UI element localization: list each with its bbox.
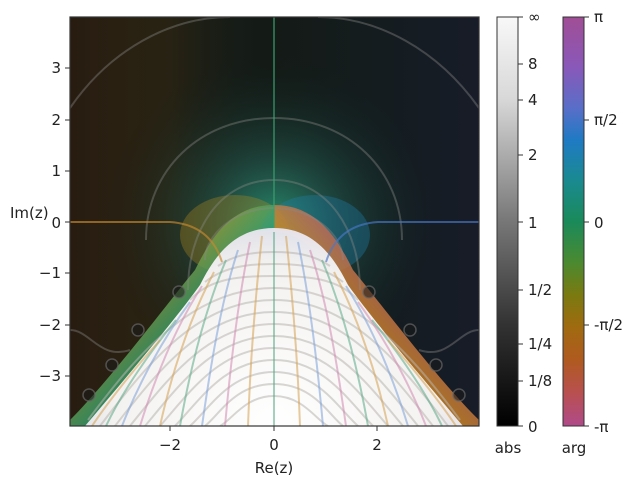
abs-tick-label: 1/8 bbox=[528, 372, 552, 390]
colorbar-arg-gradient bbox=[562, 16, 585, 427]
phase-line-right bbox=[325, 221, 479, 263]
x-axis-label: Re(z) bbox=[255, 459, 294, 477]
singularities bbox=[82, 285, 466, 402]
y-tick: −1 bbox=[39, 264, 70, 282]
x-tick: −2 bbox=[159, 426, 181, 454]
arg-tick-label: π bbox=[594, 8, 603, 26]
y-tick-label: 0 bbox=[51, 214, 61, 232]
abs-tick-label: 4 bbox=[528, 91, 538, 109]
colorbar-arg-label: arg bbox=[562, 439, 587, 457]
y-tick: −3 bbox=[39, 367, 70, 385]
x-tick-label: 0 bbox=[269, 436, 279, 454]
x-axis: −2 0 2 Re(z) bbox=[159, 426, 382, 477]
colorbar-abs-ticks: ∞ 8 4 2 1 1/2 1/4 1/8 0 bbox=[518, 8, 552, 436]
y-tick: 3 bbox=[51, 59, 70, 77]
y-tick: 2 bbox=[51, 111, 70, 129]
abs-tick-label: 1/4 bbox=[528, 335, 552, 353]
y-tick-label: 1 bbox=[51, 162, 61, 180]
y-tick-label: −1 bbox=[39, 264, 61, 282]
abs-tick-label: 2 bbox=[528, 146, 538, 164]
arg-tick-label: -π bbox=[594, 418, 608, 436]
y-tick-label: 2 bbox=[51, 111, 61, 129]
colorbar-abs-label: abs bbox=[495, 439, 522, 457]
plot-area bbox=[70, 17, 479, 426]
x-tick: 2 bbox=[372, 426, 382, 454]
phase-contours bbox=[91, 232, 457, 426]
x-tick-label: −2 bbox=[159, 436, 181, 454]
abs-tick-label: ∞ bbox=[528, 8, 541, 26]
arg-tick-label: 0 bbox=[594, 214, 604, 232]
x-tick-label: 2 bbox=[372, 436, 382, 454]
y-axis: 3 2 1 0 −1 −2 −3 Im(z) bbox=[10, 59, 70, 385]
x-tick: 0 bbox=[269, 426, 279, 454]
y-axis-label: Im(z) bbox=[10, 204, 49, 222]
y-tick-label: 3 bbox=[51, 59, 61, 77]
colorbar-abs: ∞ 8 4 2 1 1/2 1/4 1/8 0 abs bbox=[495, 8, 552, 457]
arg-tick-label: -π/2 bbox=[594, 316, 623, 334]
y-tick: 0 bbox=[51, 214, 70, 232]
y-tick-label: −3 bbox=[39, 367, 61, 385]
y-tick-label: −2 bbox=[39, 316, 61, 334]
arg-tick-label: π/2 bbox=[594, 111, 618, 129]
y-tick: −2 bbox=[39, 316, 70, 334]
abs-tick-label: 8 bbox=[528, 55, 538, 73]
abs-tick-label: 1 bbox=[528, 214, 538, 232]
colorbar-abs-gradient bbox=[496, 16, 519, 427]
colorbar-arg: π π/2 0 -π/2 -π arg bbox=[562, 8, 623, 457]
phase-line-left bbox=[70, 221, 223, 263]
abs-tick-label: 1/2 bbox=[528, 281, 552, 299]
abs-tick-label: 0 bbox=[528, 418, 538, 436]
colorbar-arg-ticks: π π/2 0 -π/2 -π bbox=[584, 8, 623, 436]
y-tick: 1 bbox=[51, 162, 70, 180]
